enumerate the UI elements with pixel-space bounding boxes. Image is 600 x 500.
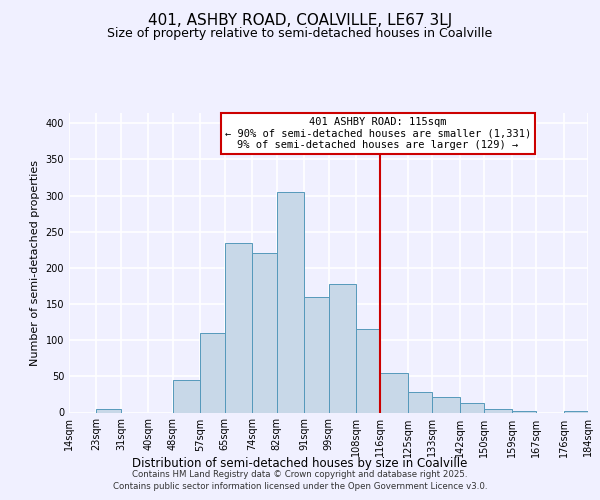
Bar — [97, 409, 121, 412]
Bar — [356, 330, 380, 412]
Bar — [173, 380, 200, 412]
Bar — [224, 242, 252, 412]
Y-axis label: Number of semi-detached properties: Number of semi-detached properties — [30, 160, 40, 366]
Text: 401, ASHBY ROAD, COALVILLE, LE67 3LJ: 401, ASHBY ROAD, COALVILLE, LE67 3LJ — [148, 12, 452, 28]
Text: Contains HM Land Registry data © Crown copyright and database right 2025.: Contains HM Land Registry data © Crown c… — [132, 470, 468, 479]
Bar — [252, 254, 277, 412]
Bar — [432, 396, 460, 412]
Bar — [200, 333, 224, 412]
Bar — [512, 411, 536, 412]
Bar — [277, 192, 304, 412]
Text: Size of property relative to semi-detached houses in Coalville: Size of property relative to semi-detach… — [107, 28, 493, 40]
Bar — [380, 374, 408, 412]
Text: 401 ASHBY ROAD: 115sqm
← 90% of semi-detached houses are smaller (1,331)
9% of s: 401 ASHBY ROAD: 115sqm ← 90% of semi-det… — [224, 117, 531, 150]
Bar — [304, 297, 329, 412]
Text: Distribution of semi-detached houses by size in Coalville: Distribution of semi-detached houses by … — [133, 458, 467, 470]
Bar — [329, 284, 356, 412]
Text: Contains public sector information licensed under the Open Government Licence v3: Contains public sector information licen… — [113, 482, 487, 491]
Bar — [563, 411, 588, 412]
Bar — [408, 392, 432, 412]
Bar — [460, 403, 484, 412]
Bar — [484, 409, 512, 412]
